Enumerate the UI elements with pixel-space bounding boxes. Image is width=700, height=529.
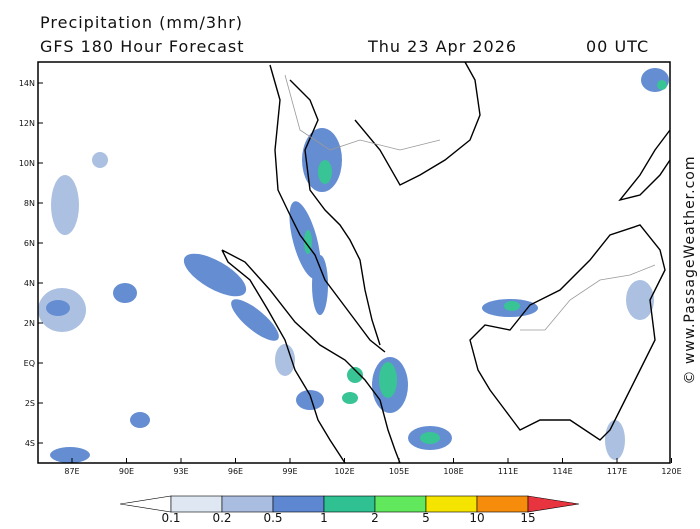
legend-swatch: [119, 495, 172, 513]
lat-label: 12N: [19, 119, 35, 128]
lat-label: 10N: [19, 159, 35, 168]
legend-swatch: [272, 495, 325, 513]
title: Precipitation (mm/3hr): [40, 13, 243, 32]
border-sabah: [520, 264, 656, 331]
legend-swatch: [425, 495, 478, 513]
legend-label: 5: [422, 511, 430, 525]
lat-label: EQ: [24, 359, 35, 368]
date: Thu 23 Apr 2026: [367, 37, 517, 56]
lat-label: 4N: [24, 279, 35, 288]
legend: 0.1 0.2 0.5 1 2 5 10 15: [119, 495, 580, 525]
legend-swatch: [476, 495, 529, 513]
lon-label: 114E: [552, 467, 572, 476]
model: GFS 180 Hour Forecast: [40, 37, 245, 56]
lon-label: 93E: [173, 467, 188, 476]
legend-swatch: [221, 495, 274, 513]
lat-label: 14N: [19, 79, 35, 88]
coast-borneo: [469, 224, 666, 441]
lon-label: 108E: [443, 467, 463, 476]
lat-label: 4S: [25, 439, 35, 448]
lon-label: 90E: [119, 467, 134, 476]
lon-label: 111E: [498, 467, 518, 476]
time: 00 UTC: [586, 37, 649, 56]
lon-label: 96E: [228, 467, 243, 476]
legend-label: 0.5: [263, 511, 282, 525]
legend-swatch: [323, 495, 376, 513]
lon-label: 102E: [334, 467, 354, 476]
legend-label: 10: [469, 511, 484, 525]
map-frame: [37, 61, 671, 464]
lat-label: 6N: [24, 239, 35, 248]
border-mainland: [284, 74, 441, 151]
legend-label: 0.1: [161, 511, 180, 525]
lon-label: 120E: [661, 467, 681, 476]
legend-label: 1: [320, 511, 328, 525]
map: 14N 12N 10N 8N 6N 4N 2N EQ 2S 4S 87E 90E 93E 96E 99E 10…: [19, 61, 682, 476]
legend-label: 2: [371, 511, 379, 525]
lon-label: 99E: [282, 467, 297, 476]
legend-swatch: [374, 495, 427, 513]
lon-label: 87E: [64, 467, 79, 476]
coast-philippines: [618, 129, 671, 202]
lat-label: 8N: [24, 199, 35, 208]
legend-label: 0.2: [212, 511, 231, 525]
legend-label: 15: [520, 511, 535, 525]
precipitation: [38, 68, 669, 463]
coast-peninsula: [269, 64, 386, 353]
lat-label: 2N: [24, 319, 35, 328]
legend-swatch: [527, 495, 580, 513]
lon-label: 117E: [607, 467, 627, 476]
coast-indochina: [354, 61, 481, 186]
lon-label: 105E: [389, 467, 409, 476]
legend-swatch: [170, 495, 223, 513]
coast-sumatra: [221, 249, 401, 464]
lat-label: 2S: [25, 399, 35, 408]
watermark: © www.PassageWeather.com: [682, 155, 698, 384]
